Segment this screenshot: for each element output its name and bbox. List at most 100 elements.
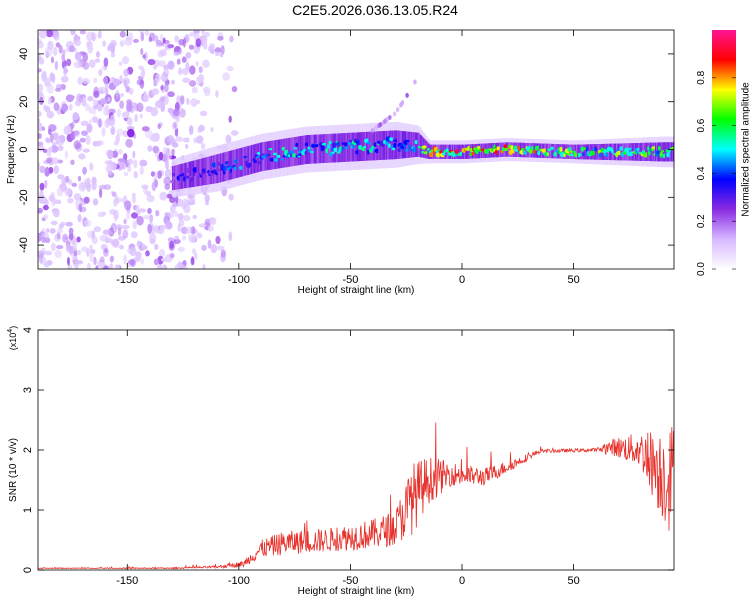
noise-blob xyxy=(50,242,56,252)
noise-blob xyxy=(157,170,162,179)
noise-blob xyxy=(207,239,212,249)
noise-blob xyxy=(131,212,138,219)
noise-blob xyxy=(173,108,180,117)
noise-blob xyxy=(182,235,187,241)
noise-blob xyxy=(56,232,61,240)
noise-blob xyxy=(128,259,135,266)
noise-blob xyxy=(231,86,238,93)
noise-blob xyxy=(151,226,155,235)
ridge-core xyxy=(467,145,471,151)
ridge-band xyxy=(672,142,674,162)
noise-blob xyxy=(49,228,56,234)
noise-blob xyxy=(152,145,160,154)
noise-blob xyxy=(147,59,156,66)
noise-blob xyxy=(165,160,169,170)
noise-blob xyxy=(127,128,135,138)
noise-blob xyxy=(47,96,52,105)
noise-blob xyxy=(74,250,78,258)
noise-blob xyxy=(54,249,62,258)
branch-blob xyxy=(370,127,375,133)
noise-blob xyxy=(71,182,78,187)
ridge-core xyxy=(598,153,603,158)
snr-plot-area xyxy=(38,422,674,570)
noise-blob xyxy=(125,85,130,93)
noise-blob xyxy=(118,61,123,67)
noise-blob xyxy=(117,226,122,236)
noise-blob xyxy=(164,168,172,179)
noise-blob xyxy=(43,148,48,153)
ridge-band xyxy=(246,146,249,175)
noise-blob xyxy=(81,130,88,136)
ridge-core xyxy=(656,149,661,155)
noise-blob xyxy=(160,265,168,269)
noise-blob xyxy=(131,196,137,204)
ridge-core xyxy=(223,171,226,175)
noise-blob xyxy=(56,245,64,250)
x-tick-label: 50 xyxy=(567,575,579,587)
noise-blob xyxy=(49,72,54,82)
ridge-core xyxy=(381,143,385,147)
snr-panel: -150 -100 -50 0 50 0 1 2 3 4 Height of straight li… xyxy=(7,326,675,597)
x-tick-label: -50 xyxy=(342,575,358,587)
ridge-core xyxy=(181,172,185,177)
noise-blob xyxy=(179,108,186,118)
ridge-band xyxy=(208,156,211,185)
ridge-core xyxy=(331,146,334,151)
noise-blob xyxy=(173,51,180,56)
ridge-band xyxy=(646,142,649,161)
y-tick-label: 0 xyxy=(18,146,30,152)
noise-blob xyxy=(150,107,159,117)
ridge-core xyxy=(417,145,422,149)
x-tick-label: -100 xyxy=(228,274,250,286)
noise-blob xyxy=(56,199,62,204)
noise-blob xyxy=(145,250,150,257)
branch-blob xyxy=(374,125,378,131)
ridge-core xyxy=(414,140,418,145)
y-tick-label: 2 xyxy=(22,447,34,453)
noise-blob xyxy=(73,193,82,201)
ridge-core xyxy=(636,147,640,151)
ridge-core xyxy=(257,151,261,155)
noise-blob xyxy=(98,188,103,199)
noise-blob xyxy=(38,250,45,258)
ridge-core xyxy=(441,152,447,156)
noise-blob xyxy=(97,140,104,146)
noise-blob xyxy=(93,256,97,266)
noise-blob xyxy=(135,251,142,260)
branch-blob xyxy=(388,115,392,120)
noise-blob xyxy=(201,244,207,251)
noise-blob xyxy=(155,39,162,46)
noise-blob xyxy=(220,45,225,55)
noise-blob xyxy=(160,42,165,47)
noise-blob xyxy=(118,244,124,250)
noise-blob xyxy=(88,59,96,68)
noise-blob xyxy=(67,256,70,266)
noise-blob xyxy=(219,52,224,58)
noise-blob xyxy=(132,192,136,197)
ridge-core xyxy=(559,146,564,152)
ridge-core xyxy=(355,150,359,155)
noise-blob xyxy=(138,208,147,213)
noise-blob xyxy=(78,94,83,103)
noise-blob xyxy=(136,102,144,113)
ridge-core xyxy=(281,146,286,151)
noise-blob xyxy=(133,159,138,169)
noise-blob xyxy=(175,136,183,143)
ridge-core xyxy=(229,168,233,173)
noise-blob xyxy=(202,264,206,269)
noise-blob xyxy=(109,255,114,263)
noise-blob xyxy=(117,198,124,203)
noise-blob xyxy=(94,58,100,63)
noise-blob xyxy=(123,218,127,225)
noise-blob xyxy=(149,214,154,224)
noise-blob xyxy=(113,198,118,207)
noise-blob xyxy=(202,59,210,68)
noise-blob xyxy=(196,99,200,105)
ridge-band xyxy=(650,142,653,162)
noise-blob xyxy=(50,56,55,64)
noise-blob xyxy=(160,85,164,91)
noise-blob xyxy=(136,215,144,226)
noise-blob xyxy=(122,224,130,230)
